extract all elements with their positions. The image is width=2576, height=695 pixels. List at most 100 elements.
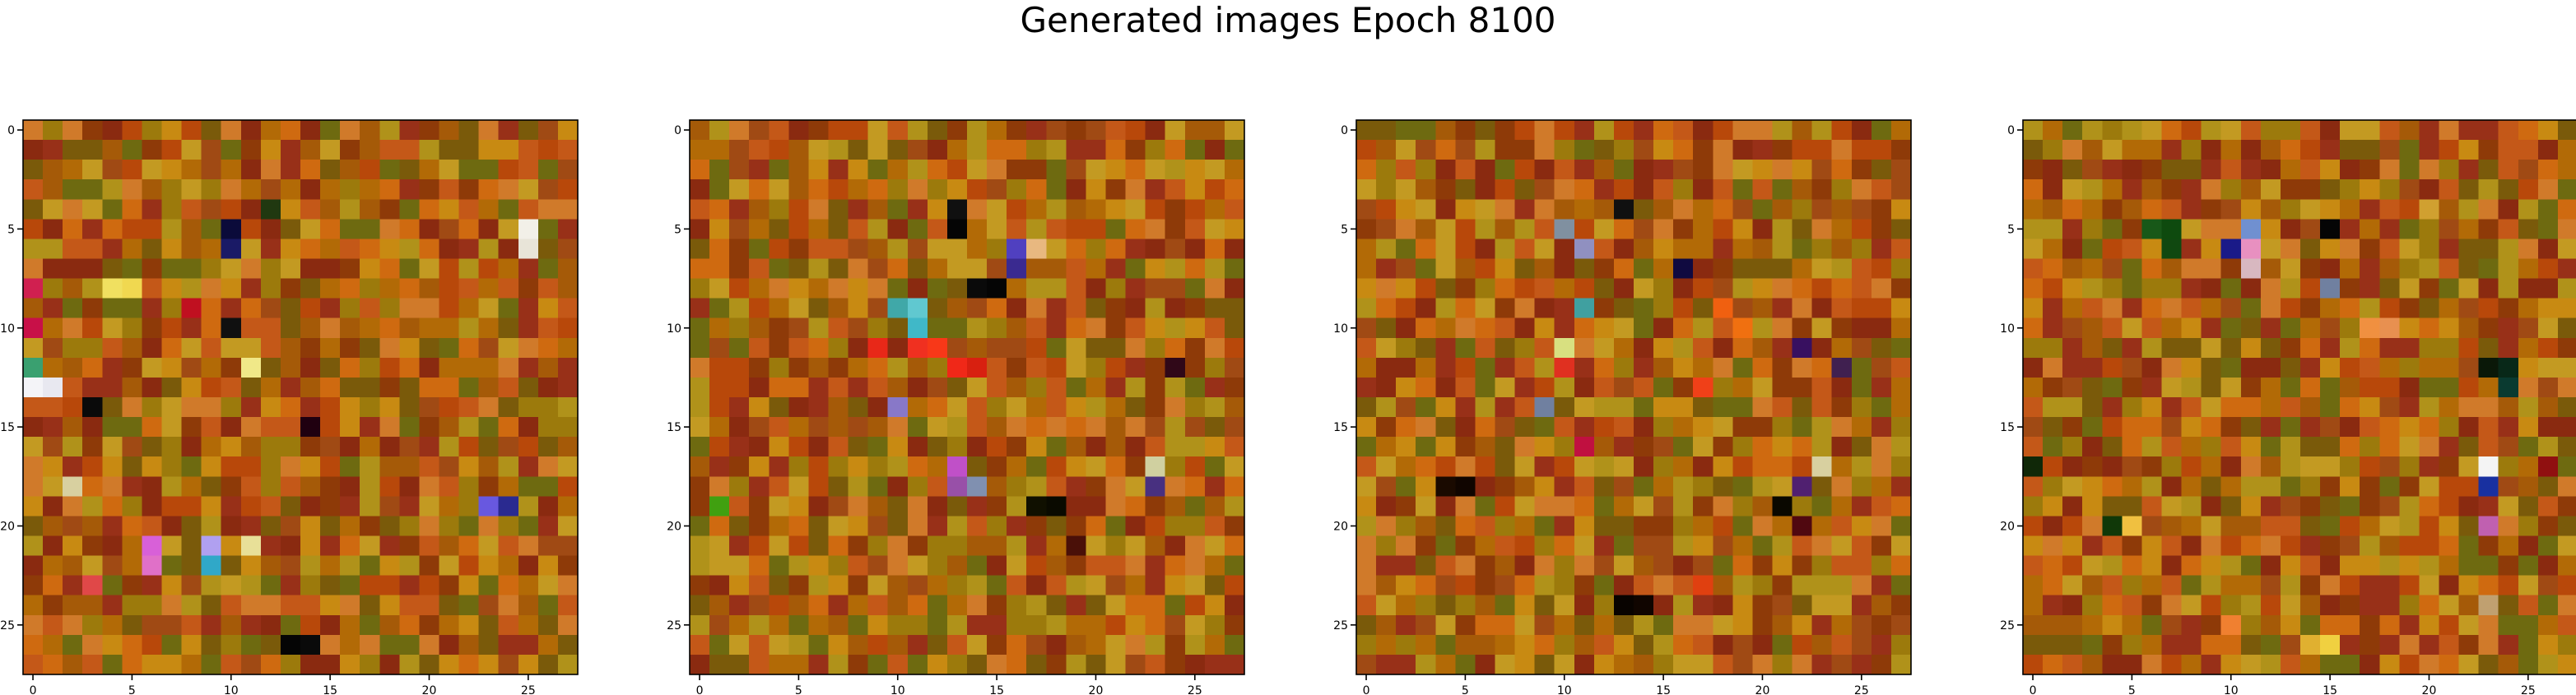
pixel-cell [419, 535, 440, 557]
pixel-cell [967, 258, 988, 280]
pixel-cell [280, 397, 301, 418]
pixel-cell [1732, 377, 1754, 398]
pixel-cell [399, 575, 421, 596]
pixel-cell [1890, 516, 1912, 537]
figure-title: Generated images Epoch 8100 [1020, 0, 1556, 40]
pixel-cell [1613, 199, 1634, 220]
pixel-cell [1871, 456, 1892, 477]
pixel-cell [1593, 516, 1615, 537]
pixel-cell [1634, 417, 1654, 438]
pixel-cell [967, 357, 988, 378]
pixel-cell [1066, 476, 1087, 497]
pixel-cell [828, 120, 849, 141]
pixel-cell [63, 595, 83, 616]
pixel-grid [1356, 120, 1912, 675]
pixel-cell [967, 654, 988, 675]
pixel-cell [927, 219, 948, 240]
pixel-cell [2379, 417, 2400, 438]
pixel-cell [537, 298, 559, 319]
pixel-cell [1145, 357, 1166, 378]
pixel-cell [1046, 239, 1067, 260]
pixel-cell [201, 239, 222, 260]
pixel-cell [1653, 258, 1674, 280]
pixel-cell [2498, 317, 2519, 339]
pixel-cell [161, 595, 183, 616]
pixel-cell [946, 298, 968, 319]
pixel-cell [1105, 298, 1127, 319]
pixel-cell [867, 476, 889, 497]
pixel-cell [1145, 654, 1166, 675]
pixel-cell [2439, 337, 2460, 359]
pixel-cell [2181, 278, 2202, 299]
pixel-cell [379, 160, 400, 180]
pixel-cell [2379, 575, 2400, 596]
pixel-cell [907, 140, 928, 160]
pixel-cell [63, 614, 83, 636]
pixel-cell [82, 634, 103, 656]
pixel-cell [1356, 516, 1377, 537]
pixel-cell [1732, 654, 1754, 675]
x-tick-label: 20 [1089, 684, 1104, 695]
pixel-cell [2399, 140, 2420, 160]
pixel-cell [1514, 377, 1536, 398]
pixel-cell [1435, 199, 1456, 220]
pixel-cell [1871, 357, 1892, 378]
pixel-cell [320, 258, 341, 280]
pixel-cell [1851, 634, 1872, 656]
pixel-cell [1871, 258, 1892, 280]
pixel-cell [537, 317, 559, 339]
pixel-cell [557, 337, 579, 359]
pixel-cell [82, 219, 103, 240]
pixel-cell [2043, 179, 2063, 200]
pixel-cell [2320, 614, 2341, 636]
pixel-cell [1772, 614, 1793, 636]
pixel-cell [2300, 179, 2321, 200]
pixel-cell [43, 239, 63, 260]
pixel-cell [260, 219, 281, 240]
pixel-cell [1732, 258, 1754, 280]
pixel-cell [1455, 278, 1476, 299]
pixel-cell [1165, 278, 1186, 299]
pixel-cell [1554, 535, 1575, 557]
pixel-cell [2320, 120, 2341, 141]
pixel-cell [1475, 357, 1496, 378]
pixel-cell [1125, 219, 1146, 240]
pixel-cell [419, 654, 440, 675]
pixel-cell [2260, 357, 2281, 378]
pixel-cell [537, 654, 559, 675]
pixel-cell [2082, 614, 2103, 636]
pixel-cell [43, 357, 63, 378]
pixel-cell [280, 555, 301, 577]
pixel-cell [1792, 476, 1813, 497]
pixel-cell [1224, 357, 1245, 378]
pixel-cell [1811, 140, 1833, 160]
pixel-cell [320, 377, 341, 398]
pixel-cell [82, 298, 103, 319]
pixel-cell [1026, 476, 1047, 497]
pixel-cell [1125, 595, 1146, 616]
pixel-cell [43, 278, 63, 299]
pixel-cell [1593, 595, 1615, 616]
pixel-cell [1574, 199, 1595, 220]
pixel-cell [788, 278, 810, 299]
pixel-cell [2320, 140, 2341, 160]
pixel-cell [2161, 437, 2183, 457]
pixel-cell [1376, 239, 1397, 260]
pixel-cell [1574, 595, 1595, 616]
pixel-cell [1224, 337, 1245, 359]
pixel-cell [2043, 397, 2063, 418]
pixel-cell [749, 476, 770, 497]
y-tick-label: 0 [1341, 124, 1348, 137]
pixel-cell [557, 456, 579, 477]
pixel-cell [280, 298, 301, 319]
pixel-cell [518, 179, 539, 200]
pixel-cell [2240, 199, 2262, 220]
pixel-cell [2419, 140, 2440, 160]
pixel-cell [2498, 535, 2519, 557]
pixel-cell [2498, 160, 2519, 180]
pixel-cell [1455, 516, 1476, 537]
pixel-cell [2300, 337, 2321, 359]
pixel-cell [300, 278, 321, 299]
pixel-cell [788, 179, 810, 200]
pixel-cell [2102, 199, 2123, 220]
